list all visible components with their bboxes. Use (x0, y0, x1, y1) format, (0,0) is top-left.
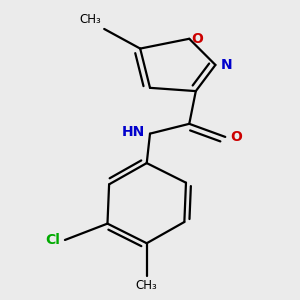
Text: Cl: Cl (45, 233, 60, 247)
Text: HN: HN (122, 125, 145, 139)
Text: O: O (191, 32, 203, 46)
Text: CH₃: CH₃ (136, 279, 158, 292)
Text: O: O (230, 130, 242, 144)
Text: N: N (220, 58, 232, 72)
Text: CH₃: CH₃ (79, 13, 101, 26)
